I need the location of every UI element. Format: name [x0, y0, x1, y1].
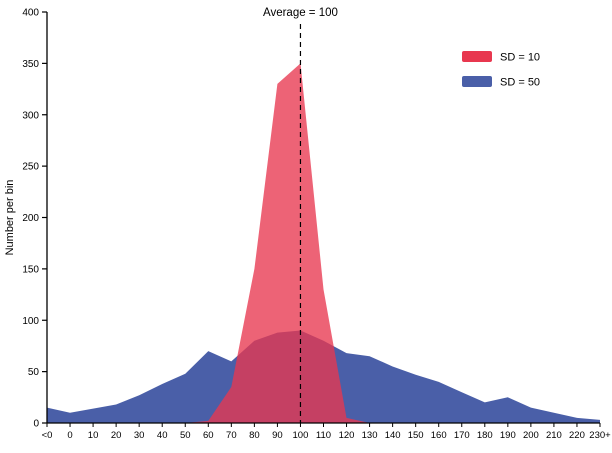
y-tick-label: 350 [22, 59, 39, 70]
x-tick-label: 200 [523, 430, 539, 441]
x-tick-label: 120 [339, 430, 355, 441]
y-axis-label: Number per bin [4, 180, 16, 256]
x-tick-label: 0 [67, 430, 72, 441]
x-tick-label: 130 [362, 430, 378, 441]
x-tick-label: 230+ [589, 430, 611, 441]
y-tick-label: 0 [33, 419, 39, 430]
x-tick-label: 150 [408, 430, 424, 441]
x-tick-label: 110 [316, 430, 331, 441]
y-tick-label: 50 [28, 367, 40, 378]
y-tick-label: 100 [22, 316, 39, 327]
x-tick-label: 160 [431, 430, 447, 441]
x-tick-label: 170 [454, 430, 470, 441]
legend-swatch-sd-50 [462, 76, 492, 87]
x-tick-label: 60 [203, 430, 214, 441]
y-tick-label: 250 [22, 162, 39, 173]
legend-swatch-sd-10 [462, 51, 492, 62]
average-annotation: Average = 100 [263, 7, 338, 19]
legend-label-sd-10: SD = 10 [500, 52, 540, 64]
area-sd-10 [47, 63, 600, 424]
x-tick-label: 40 [157, 430, 168, 441]
x-tick-label: <0 [42, 430, 53, 441]
x-tick-label: 190 [500, 430, 516, 441]
x-tick-label: 100 [293, 430, 309, 441]
x-tick-label: 70 [226, 430, 237, 441]
x-tick-label: 210 [546, 430, 562, 441]
y-tick-label: 300 [22, 110, 39, 121]
x-tick-label: 50 [180, 430, 191, 441]
x-tick-label: 10 [88, 430, 99, 441]
x-tick-label: 180 [477, 430, 493, 441]
x-tick-label: 80 [249, 430, 260, 441]
y-tick-label: 200 [22, 213, 39, 224]
legend-label-sd-50: SD = 50 [500, 77, 540, 89]
x-tick-label: 30 [134, 430, 145, 441]
x-tick-label: 140 [385, 430, 401, 441]
x-tick-label: 90 [272, 430, 283, 441]
y-tick-label: 400 [22, 8, 39, 19]
x-tick-label: 220 [569, 430, 585, 441]
y-tick-label: 150 [22, 264, 39, 275]
x-tick-label: 20 [111, 430, 122, 441]
